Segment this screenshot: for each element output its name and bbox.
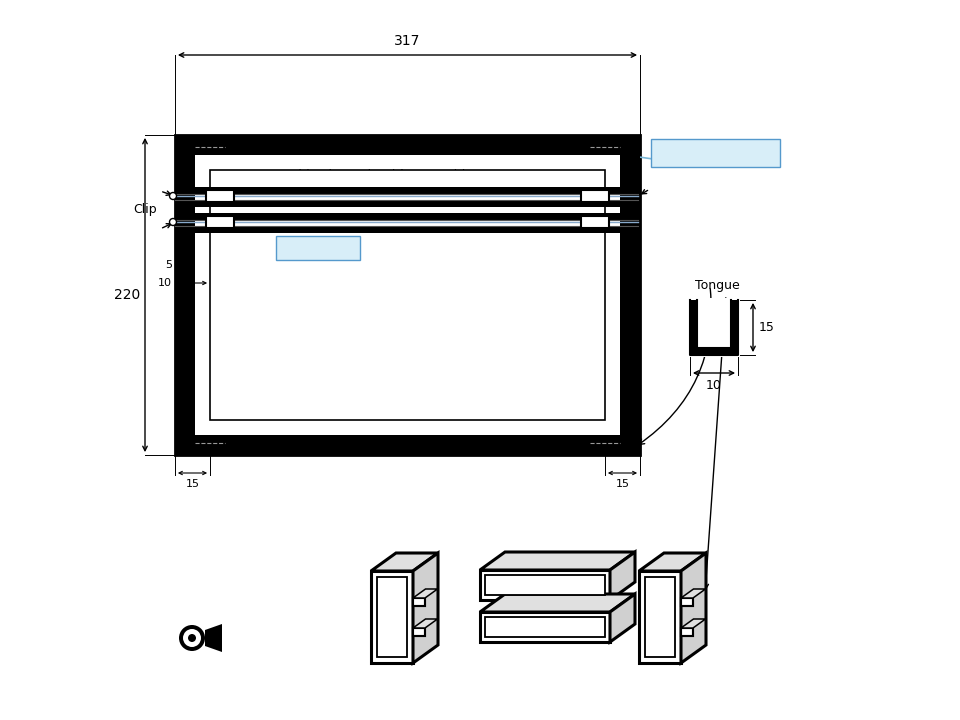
Text: Assemble channels with open sides OUTWARDS: Assemble channels with open sides OUTWAR… [256,168,557,181]
Text: Clip: Clip [133,204,157,217]
Text: Tongue: Tongue [695,279,740,292]
Polygon shape [413,598,425,606]
Polygon shape [610,552,635,600]
Polygon shape [413,589,438,598]
Text: 5: 5 [165,260,172,270]
Bar [175,187,638,194]
Circle shape [170,192,177,199]
Polygon shape [480,552,635,570]
Polygon shape [681,619,706,628]
Bar [731,300,738,355]
Bar [690,348,738,355]
Bar [175,213,638,220]
Polygon shape [480,612,610,642]
Text: 220: 220 [113,288,140,302]
Circle shape [183,629,201,647]
Polygon shape [413,628,425,636]
Polygon shape [645,577,675,657]
Bar [620,135,640,455]
Bar [175,200,638,207]
Text: 190: 190 [246,288,273,302]
Polygon shape [371,553,438,571]
Polygon shape [681,589,706,598]
Polygon shape [610,594,635,642]
Text: 15: 15 [615,479,630,489]
Bar [185,145,630,445]
Polygon shape [485,617,605,637]
Bar [195,135,620,155]
Polygon shape [639,571,681,663]
Bar [688,298,740,357]
Circle shape [170,218,177,225]
Text: 10: 10 [706,379,722,392]
Polygon shape [205,624,222,652]
Bar [175,135,640,455]
Bar [697,300,731,348]
Bar [690,300,697,355]
FancyBboxPatch shape [651,139,780,167]
Polygon shape [413,619,438,628]
Polygon shape [681,628,693,636]
Bar [206,190,234,202]
Text: A4 297 x 210: A4 297 x 210 [676,146,755,160]
Bar [581,216,609,228]
Circle shape [179,625,205,651]
Polygon shape [413,553,438,663]
Text: 10: 10 [158,278,172,288]
Text: 15: 15 [759,321,775,334]
FancyBboxPatch shape [276,236,360,260]
Text: 15: 15 [185,479,200,489]
Polygon shape [377,577,407,657]
Text: 277: 277 [395,255,420,269]
Text: 317: 317 [395,34,420,48]
Polygon shape [480,570,610,600]
Polygon shape [480,594,635,612]
Bar [581,190,609,202]
Text: A4 Sheet: A4 Sheet [291,241,345,254]
Polygon shape [371,571,413,663]
Bar [210,170,605,420]
Polygon shape [639,553,706,571]
Bar [206,216,234,228]
Bar [175,135,195,455]
Polygon shape [485,575,605,595]
Bar [175,226,638,233]
Polygon shape [681,553,706,663]
Bar [195,435,620,455]
Polygon shape [681,598,693,606]
Circle shape [188,634,196,642]
